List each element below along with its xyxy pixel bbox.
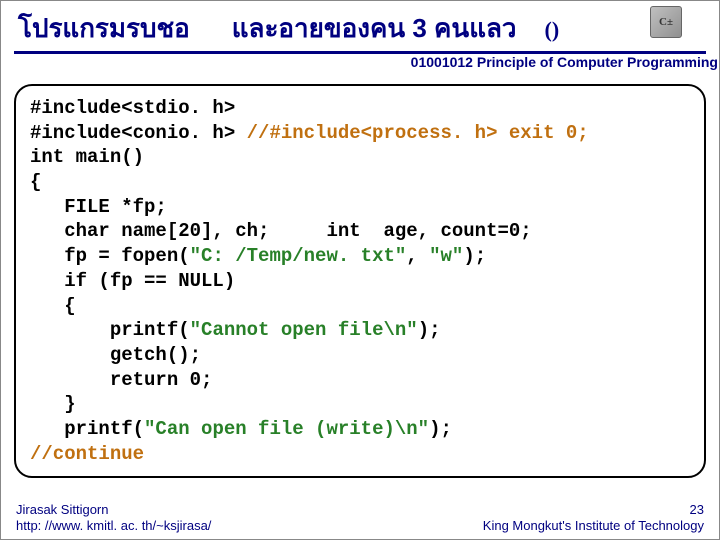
code-string-7b: "C: /Temp/new. txt" [190,245,407,267]
code-comment-15: //continue [30,443,144,465]
code-line-5: FILE *fp; [30,196,167,218]
code-line-10a: printf( [30,319,190,341]
code-block: #include<stdio. h> #include<conio. h> //… [14,84,706,478]
code-line-11: getch(); [30,344,201,366]
code-string-7d: "w" [429,245,463,267]
title-paren: () [545,17,560,43]
code-string-10b: "Cannot open file\n" [190,319,418,341]
logo-text: C± [659,16,673,28]
code-line-10c: ); [418,319,441,341]
page-number: 23 [483,502,704,518]
code-line-12: return 0; [30,369,212,391]
code-line-14c: ); [429,418,452,440]
code-line-3: int main() [30,146,144,168]
code-comment-2b: //#include<process. h> exit 0; [247,122,589,144]
code-line-14a: printf( [30,418,144,440]
code-line-1: #include<stdio. h> [30,97,235,119]
author-name: Jirasak Sittigorn [16,502,211,518]
footer-left: Jirasak Sittigorn http: //www. kmitl. ac… [16,502,211,535]
code-line-2a: #include<conio. h> [30,122,247,144]
code-line-7c: , [406,245,429,267]
code-line-7a: fp = fopen( [30,245,190,267]
institute-name: King Mongkut's Institute of Technology [483,518,704,534]
slide-header: โปรแกรมรบชอ และอายของคน 3 คนแลว () C± [0,0,720,49]
code-line-4: { [30,171,41,193]
slide-footer: Jirasak Sittigorn http: //www. kmitl. ac… [0,502,720,535]
footer-right: 23 King Mongkut's Institute of Technolog… [483,502,704,535]
title-thai-part2: และอายของคน 3 คนแลว [232,8,517,49]
course-subtitle: 01001012 Principle of Computer Programmi… [0,54,720,70]
code-line-13: } [30,393,76,415]
author-url: http: //www. kmitl. ac. th/~ksjirasa/ [16,518,211,534]
course-logo-icon: C± [650,6,682,38]
code-string-14b: "Can open file (write)\n" [144,418,429,440]
code-line-7e: ); [463,245,486,267]
title-thai-part1: โปรแกรมรบชอ [18,8,190,49]
code-line-6: char name[20], ch; int age, count=0; [30,220,532,242]
code-line-9: { [30,295,76,317]
code-line-8: if (fp == NULL) [30,270,235,292]
